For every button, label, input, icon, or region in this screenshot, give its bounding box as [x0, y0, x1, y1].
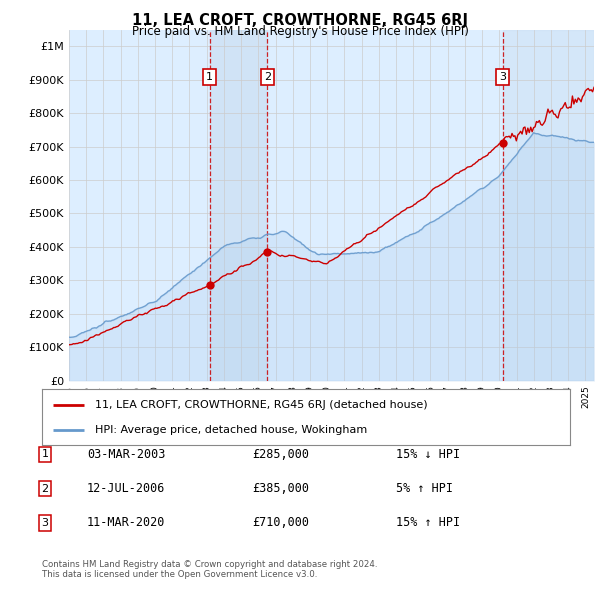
Text: Contains HM Land Registry data © Crown copyright and database right 2024.
This d: Contains HM Land Registry data © Crown c… [42, 560, 377, 579]
Text: 3: 3 [41, 518, 49, 527]
Text: 15% ↑ HPI: 15% ↑ HPI [396, 516, 460, 529]
Bar [209, 30, 268, 381]
Text: 5% ↑ HPI: 5% ↑ HPI [396, 482, 453, 495]
Text: £385,000: £385,000 [252, 482, 309, 495]
Text: 11-MAR-2020: 11-MAR-2020 [87, 516, 166, 529]
Text: 2: 2 [264, 72, 271, 82]
Text: 11, LEA CROFT, CROWTHORNE, RG45 6RJ: 11, LEA CROFT, CROWTHORNE, RG45 6RJ [132, 13, 468, 28]
Text: HPI: Average price, detached house, Wokingham: HPI: Average price, detached house, Woki… [95, 425, 367, 435]
Text: 2: 2 [41, 484, 49, 493]
Text: 3: 3 [499, 72, 506, 82]
Text: 12-JUL-2006: 12-JUL-2006 [87, 482, 166, 495]
Text: Price paid vs. HM Land Registry's House Price Index (HPI): Price paid vs. HM Land Registry's House … [131, 25, 469, 38]
Text: £710,000: £710,000 [252, 516, 309, 529]
Text: 1: 1 [206, 72, 213, 82]
Bar [503, 30, 594, 381]
Text: 11, LEA CROFT, CROWTHORNE, RG45 6RJ (detached house): 11, LEA CROFT, CROWTHORNE, RG45 6RJ (det… [95, 399, 427, 409]
Text: £285,000: £285,000 [252, 448, 309, 461]
Text: 15% ↓ HPI: 15% ↓ HPI [396, 448, 460, 461]
Text: 03-MAR-2003: 03-MAR-2003 [87, 448, 166, 461]
Text: 1: 1 [41, 450, 49, 459]
